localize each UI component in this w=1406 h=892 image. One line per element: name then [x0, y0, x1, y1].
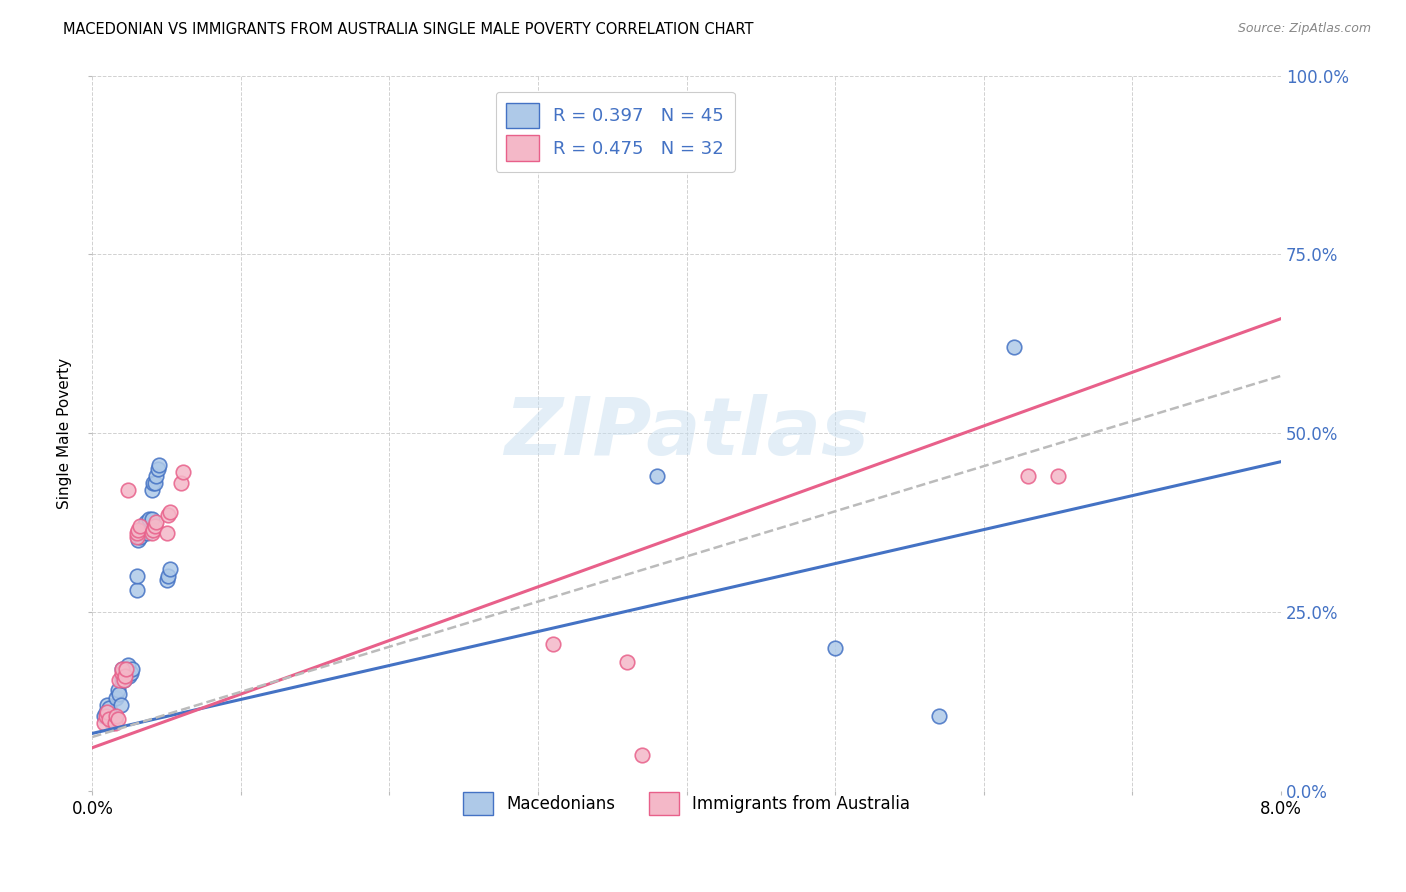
Point	[97, 701, 120, 715]
Point	[93, 715, 115, 730]
Point	[97, 712, 120, 726]
Point	[128, 530, 150, 544]
Point	[631, 747, 654, 762]
Point	[121, 662, 143, 676]
Point	[541, 637, 564, 651]
Point	[96, 705, 118, 719]
Point	[127, 523, 149, 537]
Point	[141, 512, 163, 526]
Point	[107, 683, 129, 698]
Point	[94, 708, 117, 723]
Point	[111, 662, 134, 676]
Point	[928, 708, 950, 723]
Point	[105, 708, 128, 723]
Point	[157, 569, 180, 583]
Point	[96, 698, 118, 712]
Point	[159, 562, 181, 576]
Point	[125, 583, 148, 598]
Point	[112, 673, 135, 687]
Point	[1002, 340, 1025, 354]
Point	[142, 523, 165, 537]
Point	[141, 483, 163, 498]
Point	[141, 526, 163, 541]
Point	[117, 483, 139, 498]
Point	[125, 530, 148, 544]
Y-axis label: Single Male Poverty: Single Male Poverty	[58, 358, 72, 508]
Point	[94, 705, 117, 719]
Point	[148, 458, 170, 473]
Point	[111, 673, 134, 687]
Point	[1017, 469, 1039, 483]
Point	[146, 462, 169, 476]
Point	[127, 533, 149, 548]
Point	[111, 665, 134, 680]
Point	[125, 569, 148, 583]
Legend: Macedonians, Immigrants from Australia: Macedonians, Immigrants from Australia	[453, 781, 920, 825]
Point	[172, 466, 194, 480]
Point	[824, 640, 846, 655]
Point	[120, 665, 142, 680]
Point	[107, 712, 129, 726]
Point	[111, 662, 134, 676]
Point	[111, 669, 134, 683]
Point	[132, 523, 155, 537]
Point	[128, 519, 150, 533]
Point	[93, 708, 115, 723]
Text: ZIPatlas: ZIPatlas	[505, 394, 869, 472]
Point	[159, 505, 181, 519]
Point	[117, 658, 139, 673]
Point	[645, 469, 668, 483]
Point	[100, 715, 122, 730]
Point	[115, 662, 138, 676]
Point	[145, 469, 167, 483]
Point	[104, 712, 127, 726]
Point	[104, 715, 127, 730]
Point	[157, 508, 180, 523]
Point	[145, 516, 167, 530]
Point	[118, 669, 141, 683]
Point	[134, 519, 156, 533]
Point	[110, 698, 132, 712]
Text: Source: ZipAtlas.com: Source: ZipAtlas.com	[1237, 22, 1371, 36]
Point	[108, 673, 131, 687]
Point	[138, 512, 160, 526]
Point	[115, 662, 138, 676]
Point	[155, 526, 177, 541]
Point	[135, 516, 157, 530]
Point	[143, 476, 166, 491]
Point	[114, 669, 136, 683]
Text: MACEDONIAN VS IMMIGRANTS FROM AUSTRALIA SINGLE MALE POVERTY CORRELATION CHART: MACEDONIAN VS IMMIGRANTS FROM AUSTRALIA …	[63, 22, 754, 37]
Point	[1047, 469, 1070, 483]
Point	[142, 476, 165, 491]
Point	[616, 655, 638, 669]
Point	[112, 673, 135, 687]
Point	[143, 519, 166, 533]
Point	[98, 712, 121, 726]
Point	[136, 526, 159, 541]
Point	[170, 476, 193, 491]
Point	[131, 526, 153, 541]
Point	[155, 573, 177, 587]
Point	[105, 690, 128, 705]
Point	[108, 687, 131, 701]
Point	[114, 665, 136, 680]
Point	[125, 526, 148, 541]
